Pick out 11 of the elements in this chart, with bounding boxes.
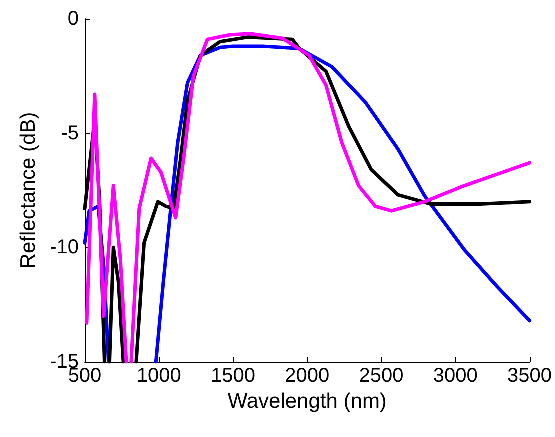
x-tick-label: 1500 [211,365,256,387]
x-tick-label: 2000 [285,365,330,387]
x-tick-label: 2500 [359,365,404,387]
x-axis-title: Wavelength (nm) [228,390,387,413]
x-tick-label: 3000 [433,365,478,387]
x-tick-label: 3500 [508,365,552,387]
y-tick-label: -10 [50,236,79,259]
y-tick-label: -5 [61,122,79,144]
y-tick-label: 0 [68,8,79,30]
x-tick-label: 1000 [136,365,182,387]
y-axis-title: Reflectance (dB) [17,112,40,269]
